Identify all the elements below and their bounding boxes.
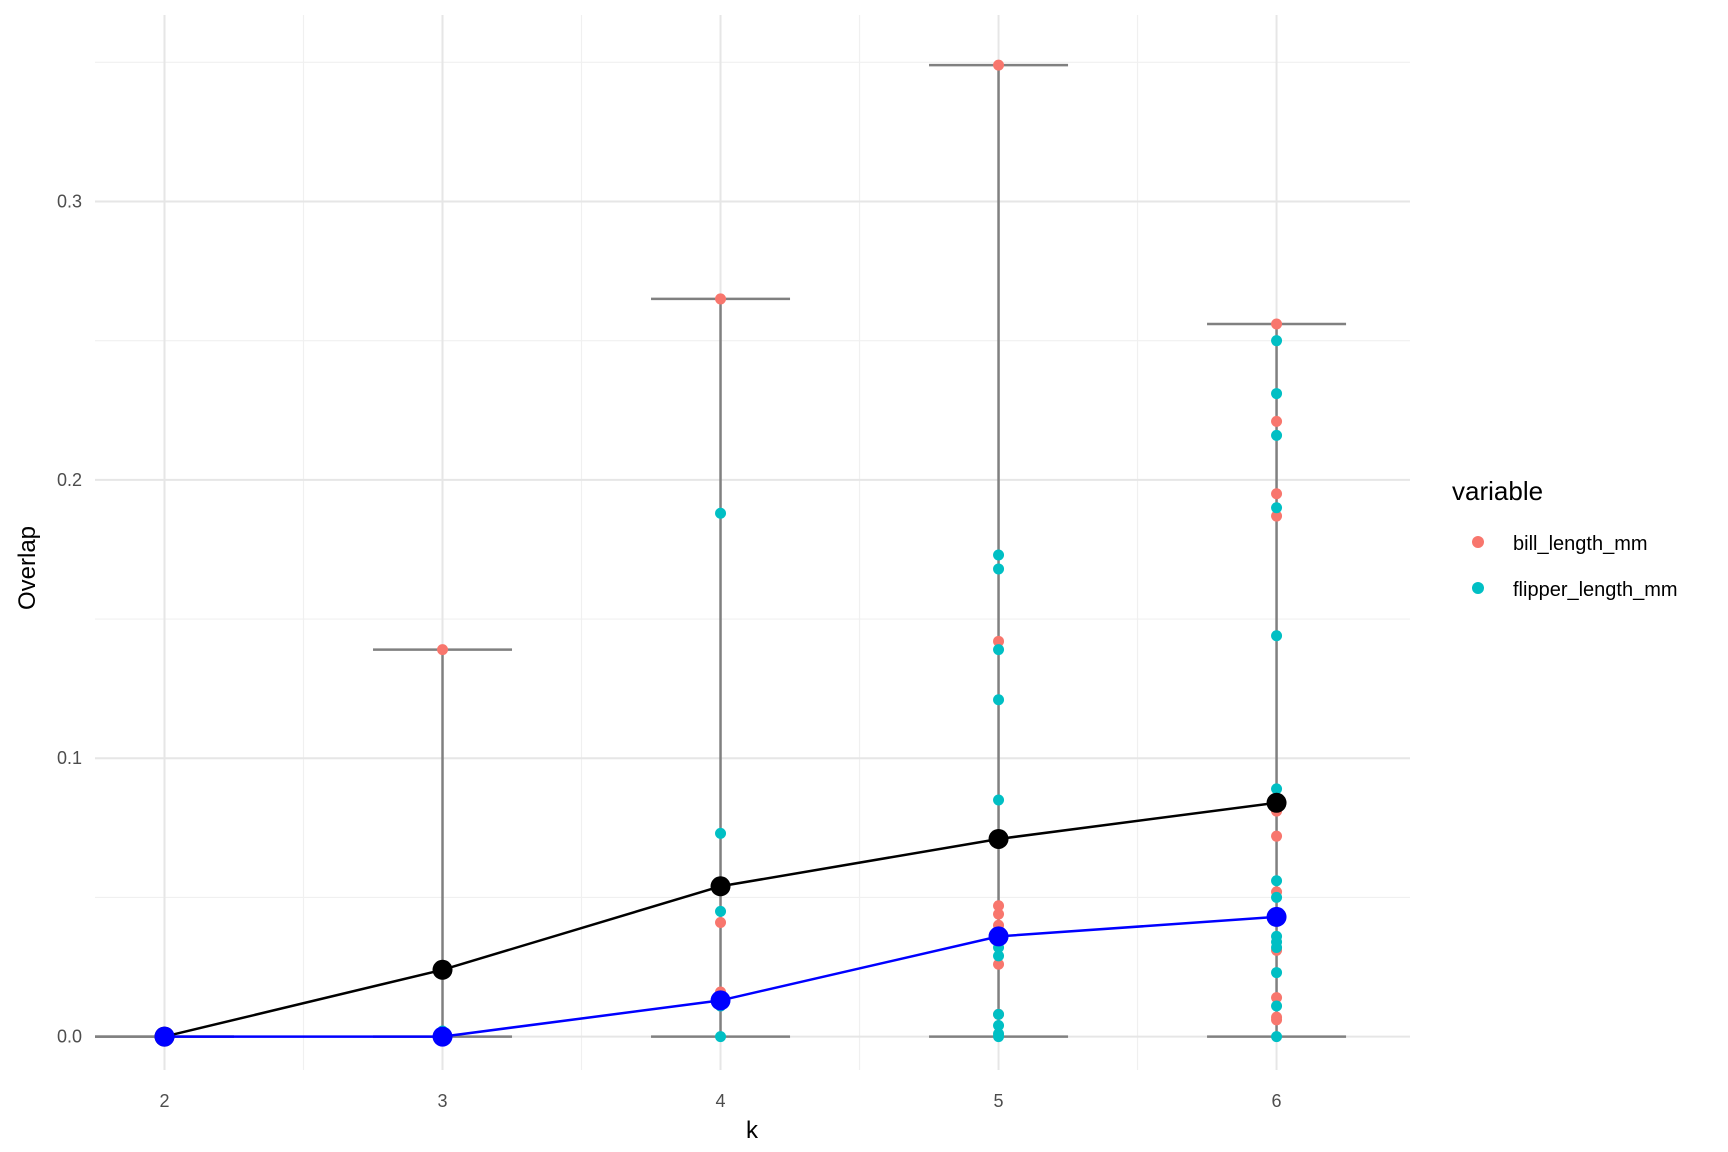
data-point: [715, 1031, 727, 1043]
summary-point: [432, 959, 453, 980]
data-point: [715, 507, 727, 519]
y-axis-title: Overlap: [14, 526, 41, 610]
data-point: [1271, 830, 1283, 842]
data-point: [715, 827, 727, 839]
data-point: [1271, 318, 1283, 330]
legend: variable bill_length_mm flipper_length_m…: [1452, 476, 1678, 601]
x-tick-label: 6: [1272, 1091, 1282, 1111]
data-point: [1271, 510, 1283, 522]
data-point: [1271, 783, 1283, 795]
legend-key-bill-length: [1472, 536, 1484, 548]
grid-lines: [95, 15, 1410, 1070]
data-point: [993, 644, 1005, 656]
x-tick-label: 4: [716, 1091, 726, 1111]
data-point: [1271, 630, 1283, 642]
tick-labels: 2 3 4 5 6 0.0 0.1 0.2 0.3: [57, 192, 1282, 1111]
y-tick-label: 0.1: [57, 748, 82, 768]
x-tick-label: 2: [159, 1091, 169, 1111]
data-point: [993, 1019, 1005, 1031]
data-point: [715, 905, 727, 917]
data-point: [993, 950, 1005, 962]
data-point: [1271, 335, 1283, 347]
legend-label-bill-length: bill_length_mm: [1513, 533, 1648, 555]
data-point: [1271, 388, 1283, 400]
data-point: [1271, 1014, 1283, 1026]
data-point: [993, 900, 1005, 912]
summary-point: [710, 990, 731, 1011]
data-point: [993, 1031, 1005, 1043]
y-tick-label: 0.2: [57, 470, 82, 490]
data-point: [1271, 502, 1283, 514]
summary-point: [988, 828, 1009, 849]
legend-key-flipper-length: [1472, 582, 1484, 594]
summary-point: [432, 1026, 453, 1047]
data-point: [993, 1008, 1005, 1020]
data-point: [1271, 967, 1283, 979]
y-tick-label: 0.0: [57, 1027, 82, 1047]
x-axis-title: k: [746, 1117, 759, 1144]
data-point: [1271, 488, 1283, 500]
y-tick-label: 0.3: [57, 192, 82, 212]
x-tick-label: 3: [438, 1091, 448, 1111]
data-point: [715, 916, 727, 928]
summary-point: [710, 876, 731, 897]
data-point: [993, 694, 1005, 706]
data-point: [993, 563, 1005, 575]
data-point: [993, 794, 1005, 806]
data-point: [993, 549, 1005, 561]
data-point: [1271, 1000, 1283, 1012]
x-tick-label: 5: [994, 1091, 1004, 1111]
data-point: [1271, 942, 1283, 954]
data-point: [993, 59, 1005, 71]
summary-lines: [154, 792, 1287, 1047]
summary-point: [154, 1026, 175, 1047]
summary-point: [1266, 906, 1287, 927]
data-point: [993, 635, 1005, 647]
data-point: [993, 958, 1005, 970]
summary-point: [988, 926, 1009, 947]
data-point: [1271, 429, 1283, 441]
data-point: [1271, 992, 1283, 1004]
data-point: [437, 644, 449, 656]
legend-title: variable: [1452, 476, 1543, 506]
summary-point: [1266, 792, 1287, 813]
data-point: [715, 293, 727, 305]
legend-label-flipper-length: flipper_length_mm: [1513, 579, 1678, 601]
data-point: [1271, 891, 1283, 903]
data-point: [1271, 415, 1283, 427]
data-point: [993, 908, 1005, 920]
data-point: [1271, 875, 1283, 887]
data-point: [1271, 1031, 1283, 1043]
